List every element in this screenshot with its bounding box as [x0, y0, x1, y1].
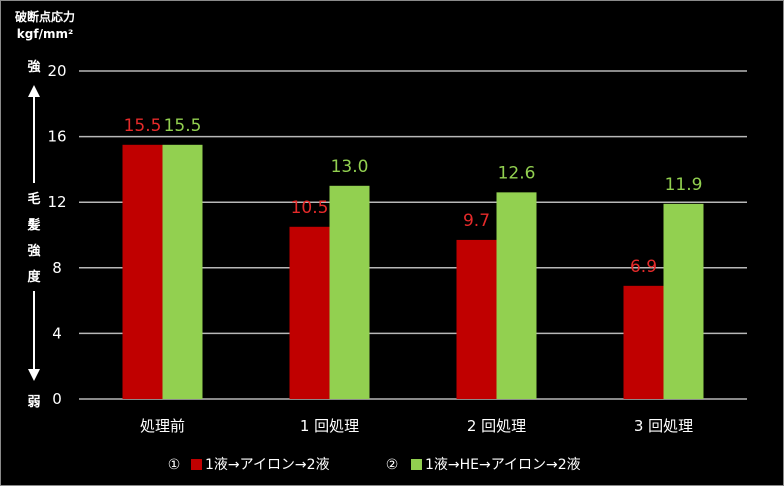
y-axis-title-char: 髪 — [26, 217, 40, 233]
y-tick-label: 8 — [52, 259, 62, 277]
bar-series2 — [329, 185, 370, 399]
axis-bottom-label: 弱 — [27, 394, 40, 410]
data-label-series1: 10.5 — [291, 198, 329, 218]
data-label-series2: 13.0 — [331, 157, 369, 177]
bars — [122, 144, 704, 399]
bar-series1 — [122, 144, 163, 399]
y-tick-label: 20 — [47, 62, 66, 80]
bar-series2 — [663, 203, 704, 399]
data-labels: 15.5 15.5 10.5 13.0 9.7 12.6 6.9 11.9 — [124, 116, 703, 277]
x-category-label: 1 回処理 — [300, 417, 359, 435]
data-label-series1: 9.7 — [463, 211, 490, 231]
bar-series1 — [289, 226, 330, 399]
legend-swatch-1 — [191, 459, 202, 470]
axis-top-label: 強 — [27, 59, 40, 75]
data-label-series2: 15.5 — [164, 116, 202, 136]
bar-series1 — [456, 239, 497, 399]
data-label-series1: 6.9 — [630, 257, 657, 277]
bar-series2 — [162, 144, 203, 399]
y-axis-title-char: 毛 — [27, 191, 40, 207]
y-tick-label: 4 — [52, 324, 62, 342]
data-label-series2: 11.9 — [665, 175, 703, 195]
legend-label-1: 1液→アイロン→2液 — [205, 457, 330, 473]
y-tick-label: 12 — [47, 193, 66, 211]
y-tick-label: 16 — [47, 128, 66, 146]
y-unit-label-line2: kgf/mm² — [17, 27, 73, 41]
x-category-label: 3 回処理 — [634, 417, 693, 435]
legend-number-1: ① — [168, 457, 181, 473]
data-label-series1: 15.5 — [124, 116, 162, 136]
legend-number-2: ② — [386, 457, 399, 473]
y-tick-label: 0 — [52, 390, 62, 408]
x-categories: 処理前 1 回処理 2 回処理 3 回処理 — [140, 417, 693, 435]
y-unit-label-line1: 破断点応力 — [15, 9, 75, 24]
x-category-label: 2 回処理 — [467, 417, 526, 435]
y-axis-title-char: 度 — [27, 269, 41, 285]
bar-series2 — [496, 192, 537, 399]
legend: ① 1液→アイロン→2液 ② 1液→HE→アイロン→2液 — [168, 457, 581, 473]
x-category-label: 処理前 — [140, 417, 185, 435]
legend-label-2: 1液→HE→アイロン→2液 — [425, 457, 581, 473]
y-ticks: 0 4 8 12 16 20 — [47, 62, 66, 408]
legend-swatch-2 — [411, 459, 422, 470]
bar-series1 — [623, 285, 664, 399]
y-axis-title-char: 強 — [27, 243, 40, 259]
data-label-series2: 12.6 — [498, 163, 536, 183]
